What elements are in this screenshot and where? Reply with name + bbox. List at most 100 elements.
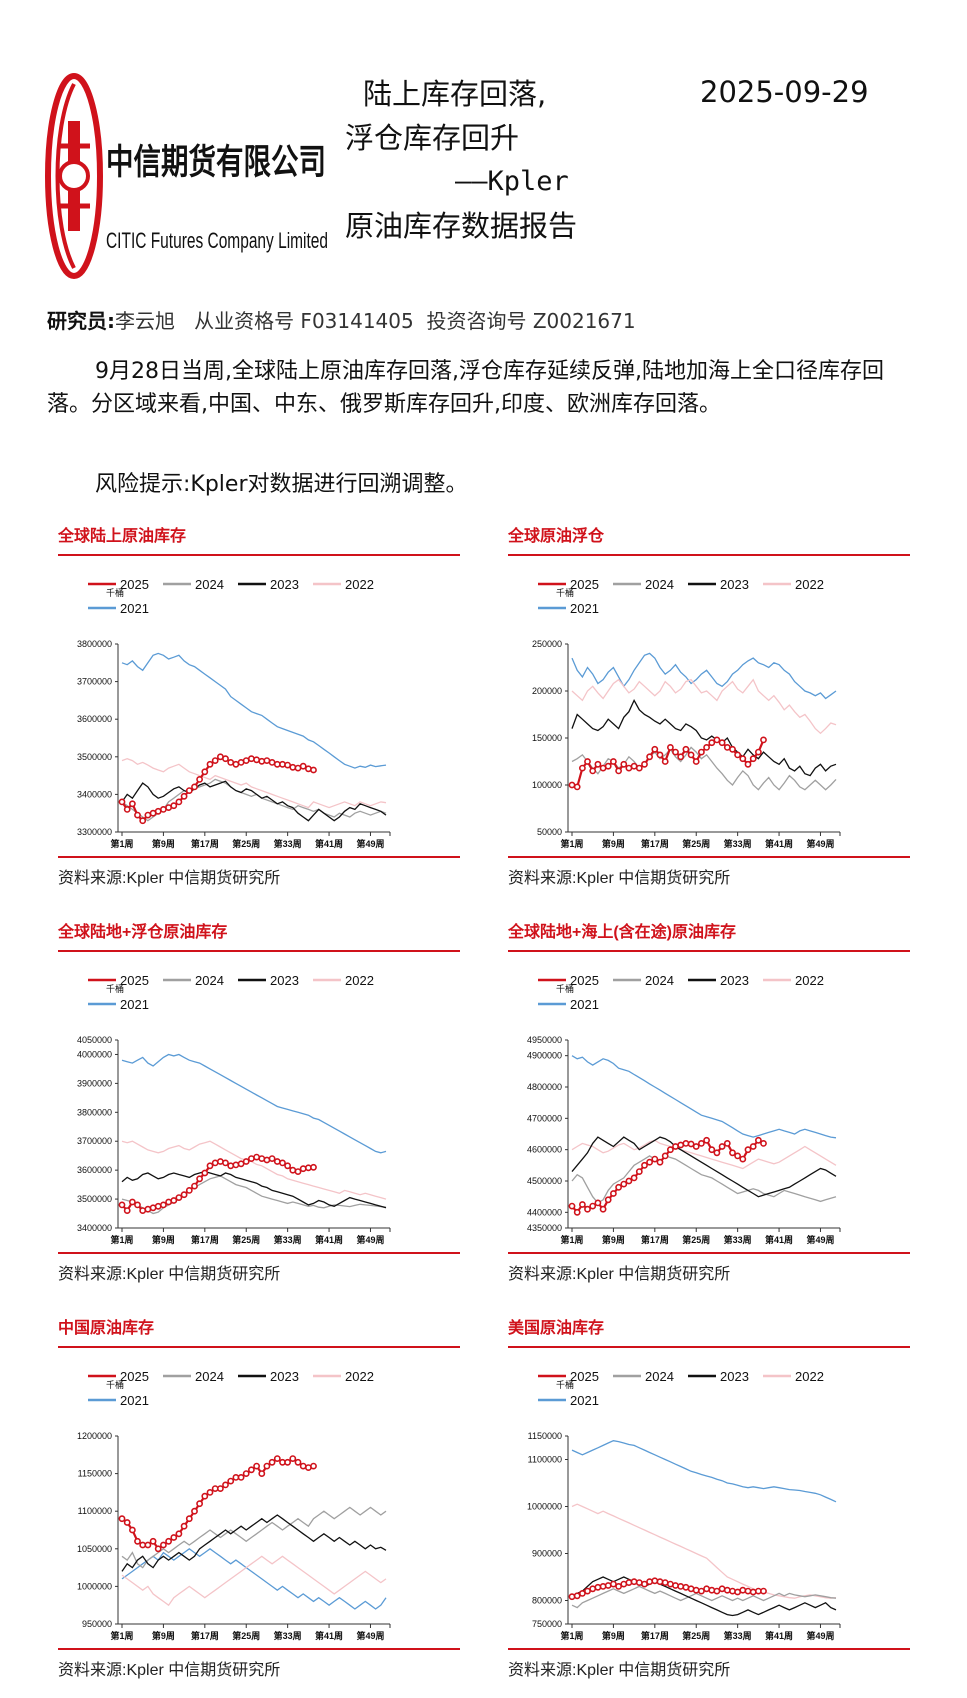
series-2025	[568, 1136, 767, 1216]
series-point-2025	[718, 739, 726, 747]
series-point-2025	[165, 1537, 172, 1545]
x-tick-label: 第9周	[152, 1630, 175, 1641]
y-unit-label: 千桶	[106, 983, 124, 994]
legend-label-2022: 2022	[795, 577, 824, 592]
series-point-2025	[697, 748, 705, 756]
title-line-1: 陆上库存回落,	[363, 77, 547, 111]
x-tick-label: 第1周	[560, 1630, 583, 1641]
series-point-2025	[253, 1462, 260, 1470]
divider	[58, 1252, 460, 1254]
series-2023	[571, 698, 837, 777]
series-2022	[121, 1140, 387, 1200]
legend-label-2024: 2024	[645, 1369, 674, 1384]
series-point-2025	[242, 1470, 250, 1477]
series-2025	[118, 1455, 317, 1553]
series-point-2025	[579, 1201, 586, 1208]
series-point-2025	[180, 1191, 188, 1199]
series-point-2025	[635, 764, 643, 772]
x-tick-label: 第9周	[152, 1234, 175, 1245]
series-line-2024	[571, 1155, 837, 1204]
x-tick-label: 第33周	[724, 838, 752, 849]
series-point-2025	[160, 1541, 167, 1549]
x-tick-label: 第17周	[191, 1630, 219, 1641]
series-point-2025	[666, 743, 674, 751]
series-point-2025	[139, 1207, 147, 1214]
series-point-2025	[232, 1161, 240, 1169]
x-tick-label: 第41周	[315, 838, 343, 849]
y-tick-label: 4400000	[527, 1207, 562, 1217]
chart-title: 美国原油库存	[508, 1320, 605, 1337]
company-name-en: CITIC Futures Company Limited	[106, 228, 328, 253]
series-point-2025	[258, 1470, 266, 1477]
x-tick-label: 第1周	[560, 1234, 583, 1245]
series-line-2022	[121, 758, 387, 809]
series-point-2025	[610, 758, 617, 765]
y-tick-label: 1000000	[77, 1581, 112, 1591]
series-point-2025	[677, 1582, 685, 1590]
series-line-2024	[121, 1506, 387, 1569]
series-point-2025	[263, 1462, 271, 1470]
researcher-label: 研究员:	[47, 309, 115, 333]
series-point-2025	[134, 811, 141, 819]
divider	[58, 856, 460, 858]
y-tick-label: 3700000	[77, 1136, 112, 1146]
series-point-2025	[656, 751, 664, 759]
x-tick-label: 第17周	[641, 1234, 669, 1245]
x-tick-label: 第17周	[641, 838, 669, 849]
series-point-2025	[139, 817, 147, 825]
series-point-2025	[196, 1175, 203, 1183]
series-point-2025	[677, 753, 685, 761]
series-point-2025	[729, 1587, 736, 1595]
series-point-2025	[641, 760, 648, 768]
series-point-2025	[201, 1492, 209, 1500]
y-tick-label: 3300000	[77, 827, 112, 837]
legend-label-2023: 2023	[720, 577, 749, 592]
chart-legend: 2025 2024 2023 2022 2021	[538, 1369, 824, 1408]
legend-label-2022: 2022	[795, 973, 824, 988]
legend-label-2024: 2024	[195, 973, 224, 988]
series-line-2022	[571, 1139, 837, 1170]
series-point-2025	[682, 1139, 690, 1147]
series-point-2025	[739, 1155, 747, 1163]
series-point-2025	[170, 802, 178, 810]
chart-panel-global-onshore: 全球陆上原油库存 2025 2024 2023 2022 2021 千桶 3300000 34…	[48, 526, 460, 906]
series-point-2025	[760, 1587, 767, 1595]
series-point-2025	[718, 1585, 726, 1593]
series-point-2025	[160, 1201, 167, 1209]
legend-label-2025: 2025	[570, 973, 599, 988]
x-tick-label: 第49周	[356, 1234, 384, 1245]
legend-label-2025: 2025	[570, 1369, 599, 1384]
series-point-2025	[299, 762, 307, 770]
y-tick-label: 1150000	[78, 1469, 112, 1479]
y-tick-label: 4700000	[527, 1113, 562, 1123]
chart-svg: 2025 2024 2023 2022 2021 千桶 50000 100000 150000 2…	[532, 577, 841, 849]
series-point-2025	[692, 1586, 700, 1594]
legend-label-2021: 2021	[120, 1393, 149, 1408]
chart-panel-floating-storage: 全球原油浮仓 2025 2024 2023 2022 2021 千桶 50000 100000…	[498, 526, 910, 906]
series-point-2025	[666, 1146, 674, 1154]
series-point-2025	[185, 1186, 193, 1194]
series-point-2025	[247, 755, 255, 763]
series-point-2025	[191, 1182, 198, 1190]
series-2024	[571, 1155, 837, 1204]
series-line-2022	[571, 1503, 837, 1599]
series-2023	[121, 1514, 387, 1572]
divider	[508, 1346, 910, 1348]
legend-label-2023: 2023	[720, 1369, 749, 1384]
legend-label-2022: 2022	[795, 1369, 824, 1384]
series-point-2025	[672, 1582, 679, 1589]
chart-title: 全球陆地+浮仓原油库存	[58, 924, 228, 941]
series-point-2025	[641, 1580, 648, 1588]
series-point-2025	[118, 1201, 126, 1209]
y-tick-label: 1000000	[527, 1502, 562, 1512]
chart-source: 资料来源:Kpler 中信期货研究所	[58, 1266, 281, 1283]
series-point-2025	[180, 1522, 188, 1530]
y-tick-label: 4600000	[527, 1145, 562, 1155]
series-line-2022	[121, 1140, 387, 1200]
divider	[58, 950, 460, 952]
series-point-2025	[170, 1197, 178, 1204]
title-line-4: 原油库存数据报告	[345, 209, 578, 243]
citic-logo: 中信期货有限公司 CITIC Futures Company Limited	[45, 73, 328, 279]
y-tick-label: 3400000	[77, 1223, 112, 1233]
series-point-2025	[682, 745, 690, 753]
